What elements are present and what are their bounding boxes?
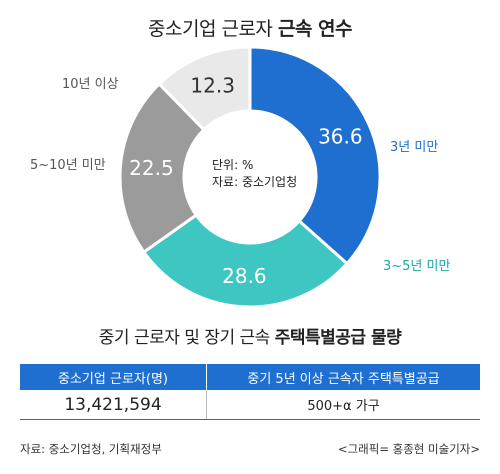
table-cell-housing: 500+α 가구 xyxy=(206,390,480,420)
table-cell-workers: 13,421,594 xyxy=(20,390,207,420)
table-title-bold: 주택특별공급 물량 xyxy=(274,328,402,348)
footer-source: 자료: 중소기업청, 기획재정부 xyxy=(20,442,162,456)
slice-label-5-to-10-years: 22.5 xyxy=(129,156,174,180)
unit-label: 단위: % xyxy=(212,158,254,172)
slice-label-3-to-5-years: 28.6 xyxy=(222,264,267,288)
legend-label-over-10-years: 10년 이상 xyxy=(62,77,119,92)
table-title-normal: 중기 근로자 및 장기 근속 xyxy=(98,328,271,348)
center-note: 단위: % 자료: 중소기업청 xyxy=(212,157,297,191)
legend-label-5-to-10-years: 5~10년 미만 xyxy=(30,158,106,173)
slice-under-3-years xyxy=(248,45,382,266)
donut-chart: 36.6 28.6 22.5 12.3 xyxy=(118,45,382,309)
chart-title-normal: 중소기업 근로자 xyxy=(148,18,273,40)
table-title: 중기 근로자 및 장기 근속 주택특별공급 물량 xyxy=(0,323,500,348)
slice-label-under-3-years: 36.6 xyxy=(318,125,363,149)
table-header-workers: 중소기업 근로자(명) xyxy=(20,364,207,390)
slice-over-10-years xyxy=(157,45,252,132)
legend-label-under-3-years: 3년 미만 xyxy=(390,140,439,155)
center-source-label: 자료: 중소기업청 xyxy=(212,175,298,189)
chart-title: 중소기업 근로자 근속 연수 xyxy=(0,14,500,41)
table-row: 13,421,594 500+α 가구 xyxy=(20,390,480,420)
housing-supply-table: 중소기업 근로자(명) 중기 5년 이상 근속자 주택특별공급 13,421,5… xyxy=(20,364,480,420)
slice-5-to-10-years xyxy=(118,81,207,255)
slice-3-to-5-years xyxy=(141,213,350,309)
chart-title-bold: 근속 연수 xyxy=(277,18,353,40)
legend-label-3-to-5-years: 3~5년 미만 xyxy=(383,259,451,274)
footer-credit: <그래픽= 홍종현 미술기자> xyxy=(337,442,480,456)
table-header-housing: 중기 5년 이상 근속자 주택특별공급 xyxy=(206,364,480,390)
slice-label-over-10-years: 12.3 xyxy=(190,73,235,97)
table-header-row: 중소기업 근로자(명) 중기 5년 이상 근속자 주택특별공급 xyxy=(20,364,480,390)
